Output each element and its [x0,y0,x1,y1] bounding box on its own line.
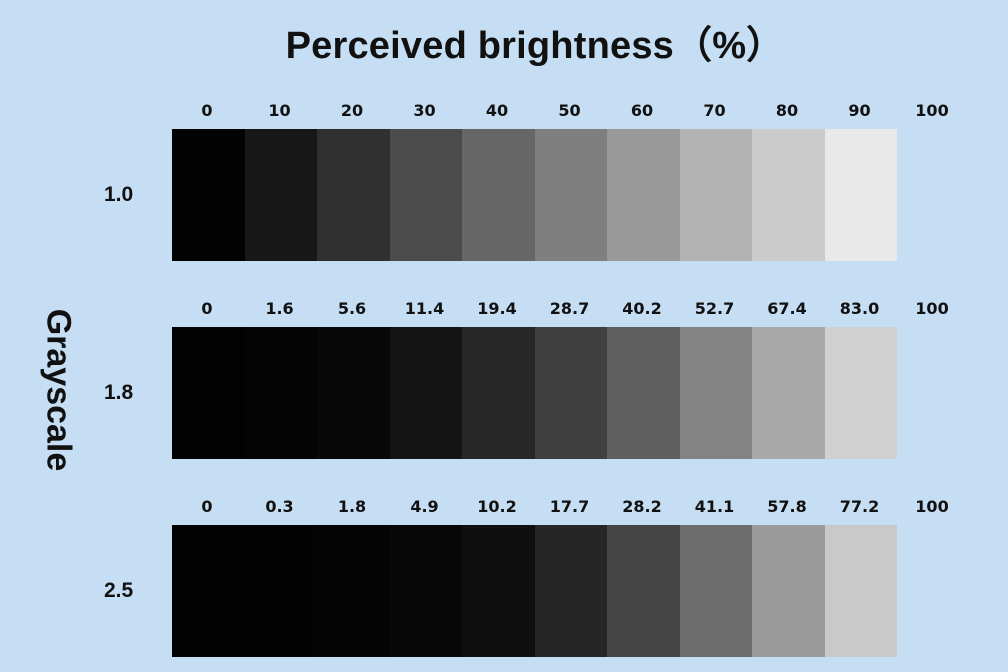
row-label-0: 1.0 [104,183,134,206]
tick-label: 50 [558,101,581,120]
tick-label: 41.1 [694,497,735,516]
tick-label: 1.8 [337,497,367,516]
tick-label: 52.7 [694,299,735,318]
gray-swatch [462,525,535,657]
gray-swatch [752,525,825,657]
gray-swatch [172,129,245,261]
gray-swatch [317,525,390,657]
tick-label: 100 [915,101,949,120]
tick-label: 40 [485,101,509,120]
gray-swatch [824,525,897,657]
tick-label: 0 [201,299,213,318]
tick-label: 0.3 [265,497,294,516]
tick-label: 40.2 [622,299,662,318]
gray-swatch [389,525,462,657]
tick-label: 17.7 [549,497,590,516]
chart-title: Perceived brightness（%） [285,25,785,67]
tick-label: 11.4 [404,299,445,318]
gray-swatch [534,525,607,657]
gray-swatch [534,327,607,459]
gray-swatch [172,327,245,459]
tick-label: 77.2 [839,497,880,516]
gray-swatch [534,129,607,261]
gray-swatch [607,327,680,459]
gray-swatch [317,327,390,459]
tick-label: 90 [848,101,871,120]
tick-label: 1.6 [265,299,294,318]
tick-label: 83.0 [839,299,880,318]
gray-swatch [607,129,680,261]
tick-label: 80 [775,101,799,120]
gray-swatch [607,525,680,657]
gray-swatch [752,129,825,261]
gray-swatch [244,129,317,261]
gray-swatch [462,129,535,261]
gray-swatch [679,327,752,459]
gray-swatch [679,525,752,657]
tick-label: 70 [703,101,726,120]
gray-swatch [244,327,317,459]
tick-label: 57.8 [767,497,807,516]
gray-swatch [389,129,462,261]
gray-swatch [389,327,462,459]
tick-label: 4.9 [410,497,439,516]
tick-label: 100 [915,497,949,516]
gray-swatch [824,327,897,459]
tick-label: 67.4 [767,299,807,318]
gray-swatch [244,525,317,657]
tick-label: 0 [201,101,213,120]
tick-label: 19.4 [477,299,517,318]
gray-swatch [462,327,535,459]
tick-label: 10.2 [477,497,517,516]
gray-swatch [752,327,825,459]
row-label-1: 1.8 [104,381,134,404]
tick-label: 20 [340,101,364,120]
gray-swatch [317,129,390,261]
y-axis-label: Grayscale [39,308,78,472]
tick-label: 30 [413,101,436,120]
tick-label: 5.6 [337,299,367,318]
tick-label: 60 [630,101,654,120]
tick-label: 28.7 [549,299,590,318]
tick-label: 100 [915,299,949,318]
gray-swatch [172,525,245,657]
gray-swatch [679,129,752,261]
tick-label: 10 [268,101,291,120]
gray-swatch [824,129,897,261]
tick-label: 0 [201,497,213,516]
tick-label: 28.2 [622,497,662,516]
row-label-2: 2.5 [104,579,134,602]
